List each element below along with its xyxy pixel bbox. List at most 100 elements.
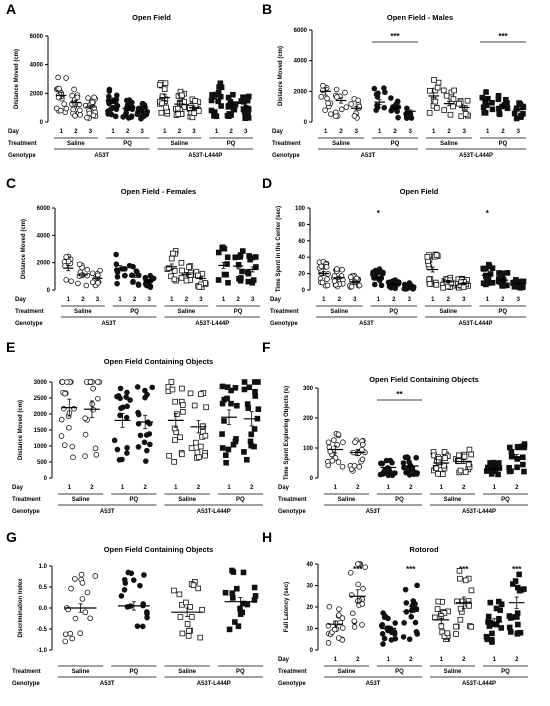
day-tick-label: 3: [96, 297, 100, 303]
data-point: [242, 95, 248, 102]
day-tick-label: 2: [393, 129, 397, 135]
day-tick-label: 3: [141, 129, 145, 135]
data-point: [124, 403, 130, 410]
y-tick-label: 0: [40, 120, 44, 126]
data-point: [195, 585, 201, 592]
data-point: [351, 618, 358, 624]
data-point: [215, 277, 222, 283]
data-point: [516, 571, 522, 578]
data-point: [433, 105, 440, 111]
data-point: [78, 571, 85, 578]
day-tick-label: 2: [133, 297, 137, 303]
panel-d: D Open Field 0 20 40 60 80 100 Time Spent in the…: [262, 175, 527, 327]
data-point: [171, 587, 177, 594]
row-label-genotype: Genotype: [278, 509, 306, 515]
data-point: [112, 113, 119, 120]
significance-marker: *: [486, 209, 490, 218]
day-tick-label: 1: [334, 657, 338, 663]
day-tick-label: 3: [408, 297, 412, 303]
data-point: [424, 254, 431, 260]
data-point: [510, 279, 517, 286]
day-tick-label: 1: [121, 485, 125, 491]
data-point: [203, 404, 209, 411]
day-tick-label: 3: [199, 297, 203, 303]
treatment-label: Saline: [178, 669, 196, 675]
chart-title: Open Field Containing Objects: [104, 357, 214, 366]
data-point: [241, 386, 248, 393]
data-point: [400, 460, 407, 466]
day-tick-label: 2: [81, 297, 85, 303]
data-point: [228, 400, 234, 407]
data-point: [122, 272, 128, 279]
data-point: [84, 114, 90, 121]
day-tick-label: 1: [387, 485, 391, 491]
data-point: [147, 272, 154, 279]
genotype-label: A53T-L444P: [458, 321, 492, 327]
y-axis-label: Time Spent Exploring Objects (s): [284, 386, 290, 480]
data-point: [230, 569, 237, 575]
data-point: [350, 610, 356, 617]
data-point: [174, 105, 181, 112]
data-point: [516, 587, 523, 594]
data-point: [72, 576, 78, 582]
data-point: [82, 453, 88, 459]
treatment-label: Saline: [444, 497, 462, 503]
day-tick-label: 1: [486, 129, 490, 135]
data-point: [140, 623, 146, 630]
row-label-day: Day: [12, 485, 24, 491]
y-axis-label: Distance Moved (cm): [18, 400, 24, 460]
data-point: [483, 633, 490, 640]
data-point: [457, 616, 464, 623]
data-point: [466, 446, 473, 453]
data-point: [488, 471, 495, 477]
data-point: [118, 405, 124, 412]
data-point: [514, 464, 520, 471]
data-point: [496, 615, 502, 622]
row-label-genotype: Genotype: [8, 153, 36, 159]
y-axis-label: Distance Moved (cm): [278, 46, 284, 106]
y-tick-label: 6000: [294, 28, 308, 34]
data-point: [440, 471, 446, 477]
day-tick-label: 3: [517, 297, 521, 303]
data-point: [379, 460, 386, 467]
genotype-label: A53T: [100, 509, 115, 515]
data-point: [339, 266, 345, 273]
data-point: [486, 623, 493, 629]
significance-marker: ***: [498, 32, 508, 41]
data-point: [179, 630, 186, 637]
day-tick-label: 1: [163, 129, 167, 135]
data-point: [506, 624, 513, 631]
treatment-label: PQ: [395, 497, 404, 503]
genotype-label: A53T-L444P: [459, 153, 493, 159]
data-point: [234, 402, 240, 409]
data-point: [111, 437, 118, 444]
chart-title: Open Field - Males: [387, 13, 453, 22]
data-point: [94, 395, 101, 402]
data-point: [77, 630, 84, 637]
data-point: [325, 439, 332, 446]
day-tick-label: 3: [517, 129, 521, 135]
data-point: [179, 451, 185, 458]
data-point: [193, 439, 199, 446]
data-point: [360, 441, 366, 448]
data-point: [371, 85, 378, 92]
data-point: [123, 414, 130, 421]
row-label-genotype: Genotype: [12, 509, 40, 515]
data-point: [431, 77, 437, 83]
data-point: [323, 264, 330, 270]
significance-marker: *: [377, 209, 381, 218]
data-point: [177, 614, 184, 620]
data-point: [192, 98, 198, 104]
data-point: [433, 465, 440, 472]
data-point: [171, 276, 178, 283]
data-point: [235, 261, 242, 268]
data-point: [124, 444, 130, 451]
data-point: [489, 630, 495, 637]
data-point: [228, 112, 234, 118]
data-point: [226, 626, 233, 633]
data-point: [84, 272, 91, 279]
data-point: [232, 385, 239, 391]
data-point: [412, 619, 419, 626]
data-point: [255, 406, 262, 412]
